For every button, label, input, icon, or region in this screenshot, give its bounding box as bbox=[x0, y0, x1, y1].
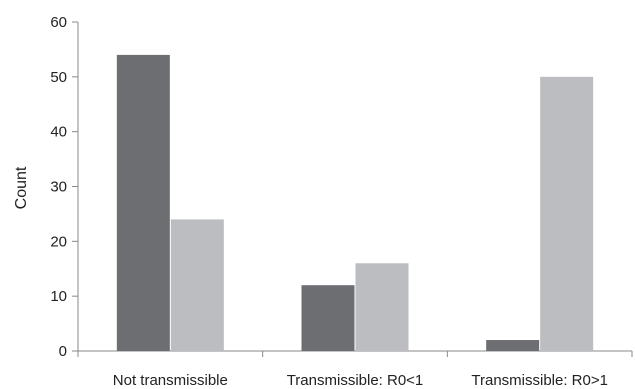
y-tick-label-50: 50 bbox=[50, 69, 67, 86]
y-tick-label-60: 60 bbox=[50, 14, 67, 31]
bar-series1-3 bbox=[486, 340, 540, 351]
y-axis-title: Count bbox=[13, 166, 30, 209]
bar-series2-1 bbox=[170, 219, 224, 351]
bar-series1-1 bbox=[116, 54, 170, 352]
y-tick-label-40: 40 bbox=[50, 124, 67, 141]
bar-series2-3 bbox=[540, 76, 594, 351]
axes bbox=[72, 21, 633, 357]
y-tick-label-0: 0 bbox=[59, 343, 67, 360]
bar-series2-2 bbox=[355, 263, 409, 351]
x-category-label-2: Transmissible: R0<1 bbox=[287, 372, 424, 389]
y-tick-label-20: 20 bbox=[50, 233, 67, 250]
bars bbox=[116, 54, 594, 352]
y-tick-label-30: 30 bbox=[50, 179, 67, 196]
y-tick-label-10: 10 bbox=[50, 288, 67, 305]
x-category-label-3: Transmissible: R0>1 bbox=[471, 372, 608, 389]
bar-series1-2 bbox=[301, 285, 355, 351]
x-category-label-1: Not transmissible bbox=[113, 372, 228, 389]
labels: 0 10 20 30 40 50 60 Not transmissible Transmissi… bbox=[50, 14, 608, 389]
